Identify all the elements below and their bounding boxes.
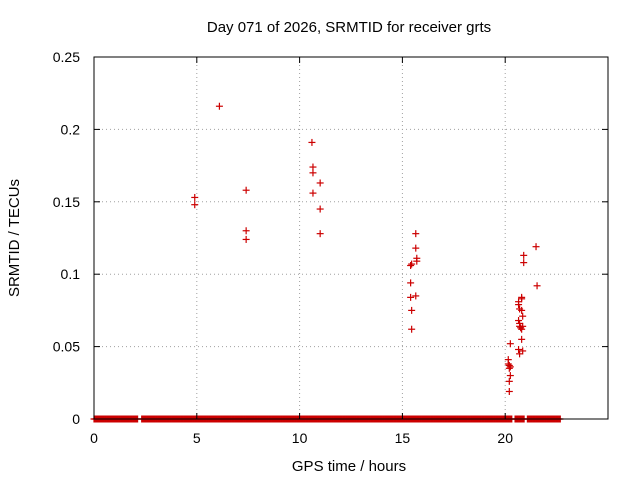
data-point — [316, 230, 324, 238]
data-point — [519, 347, 527, 355]
data-point — [505, 364, 513, 372]
data-point — [407, 279, 415, 287]
data-point — [515, 345, 523, 353]
data-point — [518, 335, 526, 343]
data-point — [412, 292, 420, 300]
data-point — [309, 169, 317, 177]
plot-frame — [93, 56, 609, 420]
data-point — [408, 306, 416, 314]
chart-title: Day 071 of 2026, SRMTID for receiver grt… — [207, 19, 491, 36]
data-point — [519, 312, 527, 320]
data-point — [407, 293, 415, 301]
y-tick-label: 0.25 — [53, 49, 80, 65]
data-point — [242, 235, 250, 243]
axis-ticks — [93, 56, 608, 420]
y-tick-label: 0.1 — [61, 266, 81, 282]
x-tick-label: 20 — [497, 430, 513, 446]
data-point — [518, 306, 526, 314]
data-point — [520, 259, 528, 267]
x-axis-title: GPS time / hours — [292, 458, 406, 475]
data-point — [520, 251, 528, 259]
data-point — [505, 377, 513, 385]
data-point — [309, 189, 317, 197]
data-point — [515, 301, 523, 309]
data-point — [191, 201, 199, 209]
data-point — [506, 340, 514, 348]
data-point — [242, 186, 250, 194]
y-tick-label: 0.05 — [53, 339, 80, 355]
data-point — [518, 325, 526, 333]
data-point — [191, 193, 199, 201]
data-point — [407, 262, 415, 270]
data-point — [316, 179, 324, 187]
data-points — [191, 102, 541, 395]
data-point — [316, 205, 324, 213]
y-tick-label: 0.15 — [53, 194, 80, 210]
x-tick-label: 0 — [90, 430, 98, 446]
data-point — [408, 260, 416, 268]
data-point — [215, 102, 223, 110]
data-point — [408, 325, 416, 333]
data-point — [413, 257, 421, 265]
x-tick-labels: 0 5 10 15 20 — [90, 430, 513, 446]
data-point — [412, 244, 420, 252]
y-axis-title: SRMTID / TECUs — [6, 179, 23, 297]
data-point — [308, 138, 316, 146]
x-tick-label: 10 — [292, 430, 308, 446]
data-point — [242, 227, 250, 235]
data-point — [533, 282, 541, 290]
grid-lines — [94, 57, 608, 419]
data-point — [532, 243, 540, 251]
data-point — [506, 363, 514, 371]
y-tick-labels: 0 0.05 0.1 0.15 0.2 0.25 — [53, 49, 80, 427]
data-point — [505, 387, 513, 395]
data-point — [412, 230, 420, 238]
y-tick-label: 0 — [72, 411, 80, 427]
y-tick-label: 0.2 — [61, 121, 81, 137]
x-tick-label: 5 — [193, 430, 201, 446]
x-tick-label: 15 — [395, 430, 411, 446]
data-point — [506, 372, 514, 380]
data-point — [518, 295, 526, 303]
